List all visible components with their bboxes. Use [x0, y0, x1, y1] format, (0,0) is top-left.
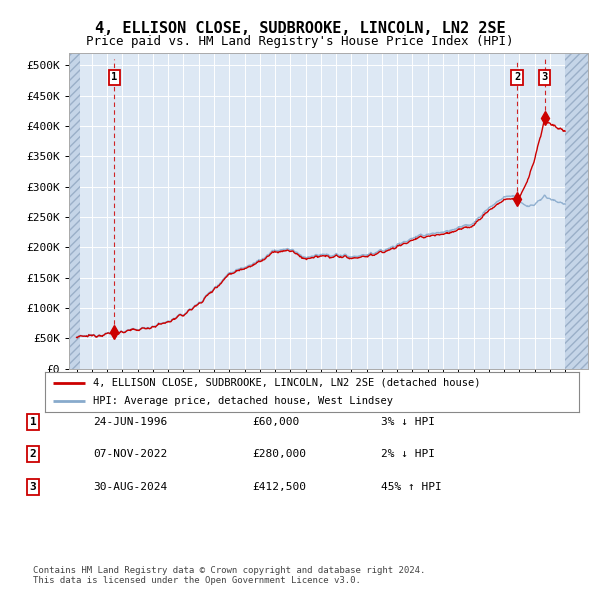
Text: 1: 1	[29, 417, 37, 427]
Text: 4, ELLISON CLOSE, SUDBROOKE, LINCOLN, LN2 2SE (detached house): 4, ELLISON CLOSE, SUDBROOKE, LINCOLN, LN…	[93, 378, 481, 388]
Text: 4, ELLISON CLOSE, SUDBROOKE, LINCOLN, LN2 2SE: 4, ELLISON CLOSE, SUDBROOKE, LINCOLN, LN…	[95, 21, 505, 35]
Text: £60,000: £60,000	[252, 417, 299, 427]
Text: 2: 2	[29, 450, 37, 459]
Text: 3: 3	[29, 482, 37, 491]
Text: 3: 3	[542, 73, 548, 83]
Text: Price paid vs. HM Land Registry's House Price Index (HPI): Price paid vs. HM Land Registry's House …	[86, 35, 514, 48]
Text: 2% ↓ HPI: 2% ↓ HPI	[381, 450, 435, 459]
Text: 3% ↓ HPI: 3% ↓ HPI	[381, 417, 435, 427]
Bar	[69, 53, 80, 369]
Text: Contains HM Land Registry data © Crown copyright and database right 2024.
This d: Contains HM Land Registry data © Crown c…	[33, 566, 425, 585]
Bar	[565, 53, 588, 369]
Text: 2: 2	[514, 73, 520, 83]
Text: HPI: Average price, detached house, West Lindsey: HPI: Average price, detached house, West…	[93, 396, 393, 406]
Text: 07-NOV-2022: 07-NOV-2022	[93, 450, 167, 459]
Text: £280,000: £280,000	[252, 450, 306, 459]
Text: 24-JUN-1996: 24-JUN-1996	[93, 417, 167, 427]
Text: £412,500: £412,500	[252, 482, 306, 491]
Text: 30-AUG-2024: 30-AUG-2024	[93, 482, 167, 491]
Text: 45% ↑ HPI: 45% ↑ HPI	[381, 482, 442, 491]
Text: 1: 1	[112, 73, 118, 83]
